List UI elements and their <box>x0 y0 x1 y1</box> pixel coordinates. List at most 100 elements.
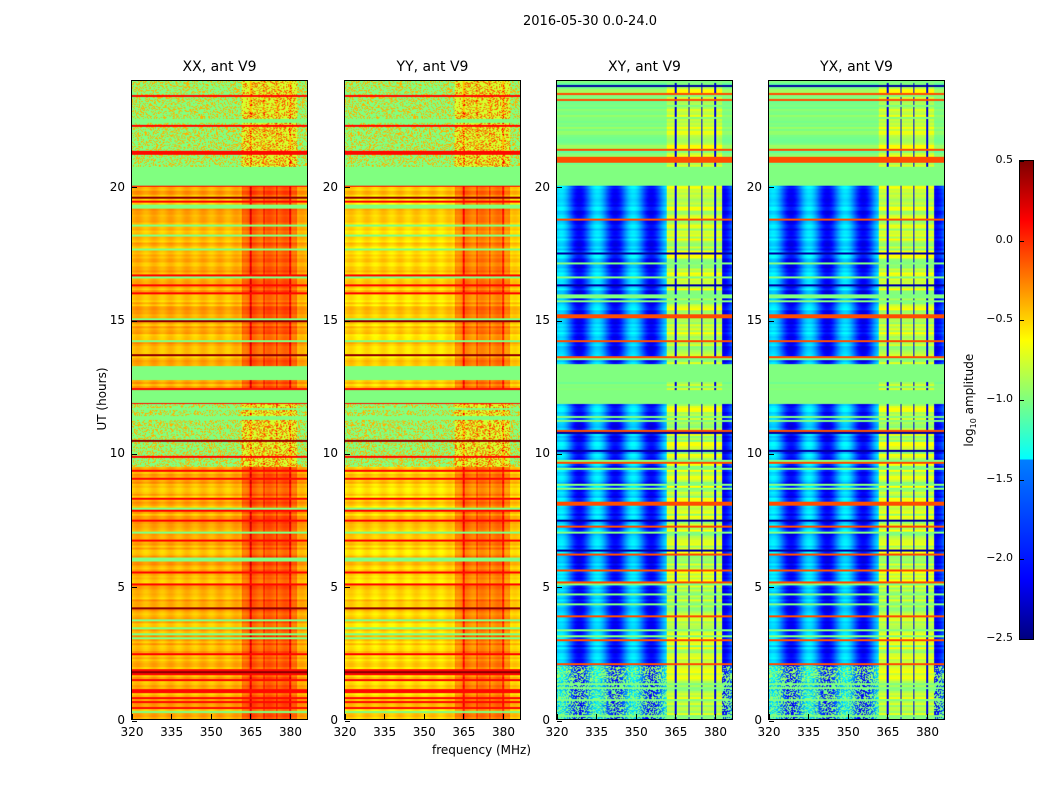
heatmap-image <box>557 81 732 719</box>
x-tick-label: 335 <box>160 725 184 739</box>
y-tick <box>132 587 137 589</box>
heatmap-image <box>769 81 944 719</box>
panel-title: YX, ant V9 <box>820 59 893 75</box>
x-tick <box>290 714 291 719</box>
y-tick-label: 15 <box>534 313 550 327</box>
y-tick <box>557 320 562 322</box>
colorbar-label: log10 amplitude <box>961 353 979 447</box>
colorbar-tick-label: 0.0 <box>995 232 1014 246</box>
x-tick <box>808 714 810 719</box>
x-tick-label: 320 <box>120 725 144 739</box>
x-tick-label: 350 <box>412 725 436 739</box>
y-tick-label: 5 <box>330 579 338 594</box>
panel-title: YY, ant V9 <box>396 59 469 75</box>
panel-title: XY, ant V9 <box>608 59 681 75</box>
x-tick <box>344 714 346 719</box>
colorbar-tick <box>1020 240 1024 242</box>
x-tick-label: 320 <box>333 725 357 739</box>
colorbar-tick <box>1020 400 1024 401</box>
y-tick-label: 10 <box>109 446 125 461</box>
x-tick <box>675 714 677 719</box>
y-axis-label: UT (hours) <box>95 367 109 431</box>
colorbar-tick <box>1020 320 1024 322</box>
y-tick <box>132 320 137 322</box>
y-tick-label: 15 <box>746 313 762 327</box>
y-tick <box>132 720 137 722</box>
x-tick-label: 335 <box>373 725 397 739</box>
y-tick-label: 0 <box>542 713 550 727</box>
x-tick-label: 365 <box>452 725 476 739</box>
x-tick-label: 365 <box>664 725 688 739</box>
y-tick <box>557 187 562 189</box>
y-tick-label: 15 <box>322 313 338 327</box>
y-tick-label: 20 <box>322 179 338 194</box>
colorbar-tick-label: −2.5 <box>986 631 1013 644</box>
colorbar-tick-label: −1.0 <box>986 392 1013 405</box>
x-tick <box>210 714 212 719</box>
panel-yy: YY, ant V9 320 335 350 365 380 0 5 10 15 20 <box>323 59 521 739</box>
y-tick-label: 0 <box>117 713 125 727</box>
y-tick <box>132 453 137 455</box>
x-tick <box>423 714 425 719</box>
figure-title: 2016-05-30 0.0-24.0 <box>523 14 657 29</box>
y-tick <box>769 187 774 189</box>
heatmap-image <box>132 81 307 719</box>
x-tick <box>250 714 252 719</box>
colorbar-tick-label: −0.5 <box>986 312 1013 326</box>
colorbar-tick <box>1020 639 1024 640</box>
y-tick <box>557 720 562 722</box>
y-tick-label: 5 <box>542 579 550 594</box>
x-tick-label: 335 <box>585 725 609 739</box>
y-tick <box>345 187 350 189</box>
x-tick-label: 320 <box>545 725 569 739</box>
x-tick-label: 380 <box>916 725 939 739</box>
panel-title: XX, ant V9 <box>182 59 257 75</box>
y-tick-label: 5 <box>754 579 762 594</box>
y-tick <box>557 453 562 455</box>
y-tick <box>132 187 137 189</box>
x-tick-label: 380 <box>704 725 727 739</box>
y-tick <box>345 453 350 455</box>
y-tick <box>557 587 562 589</box>
x-tick-label: 320 <box>757 725 781 739</box>
x-tick-label: 380 <box>492 725 515 739</box>
x-tick-label: 365 <box>239 725 263 739</box>
x-tick-label: 350 <box>199 725 223 739</box>
y-tick-label: 15 <box>109 313 125 327</box>
colorbar-tick <box>1020 479 1024 481</box>
panel-yx: YX, ant V9 320 335 350 365 380 0 5 10 15 20 <box>747 59 945 739</box>
y-tick-label: 5 <box>117 579 125 594</box>
x-tick <box>463 714 465 719</box>
panel-xy: XY, ant V9 320 335 350 365 380 0 5 10 15 20 <box>535 59 733 739</box>
y-tick <box>769 320 774 322</box>
y-tick <box>769 453 774 455</box>
y-tick-label: 20 <box>746 179 762 194</box>
x-tick <box>131 714 133 719</box>
x-tick <box>556 714 558 719</box>
x-tick <box>635 714 637 719</box>
x-tick <box>596 714 598 719</box>
y-tick <box>345 720 350 722</box>
x-tick <box>847 714 849 719</box>
y-tick-label: 10 <box>746 446 762 461</box>
colorbar-tick-label: −2.0 <box>986 551 1013 565</box>
colorbar-tick-label: 0.5 <box>995 153 1014 166</box>
x-tick <box>927 714 928 719</box>
y-tick-label: 10 <box>322 446 338 461</box>
x-tick <box>384 714 386 719</box>
x-tick-label: 350 <box>836 725 860 739</box>
x-tick <box>768 714 770 719</box>
colorbar-tick <box>1020 559 1024 561</box>
y-tick-label: 10 <box>534 446 550 461</box>
x-tick-label: 350 <box>624 725 648 739</box>
x-tick-label: 365 <box>876 725 900 739</box>
y-tick-label: 0 <box>330 713 338 727</box>
y-tick-label: 20 <box>109 179 125 194</box>
y-tick <box>345 587 350 589</box>
x-tick <box>503 714 504 719</box>
x-axis-label: frequency (MHz) <box>432 743 532 757</box>
colorbar-tick-label: −1.5 <box>986 471 1013 485</box>
x-tick-label: 380 <box>279 725 302 739</box>
colorbar-tick <box>1020 161 1024 162</box>
